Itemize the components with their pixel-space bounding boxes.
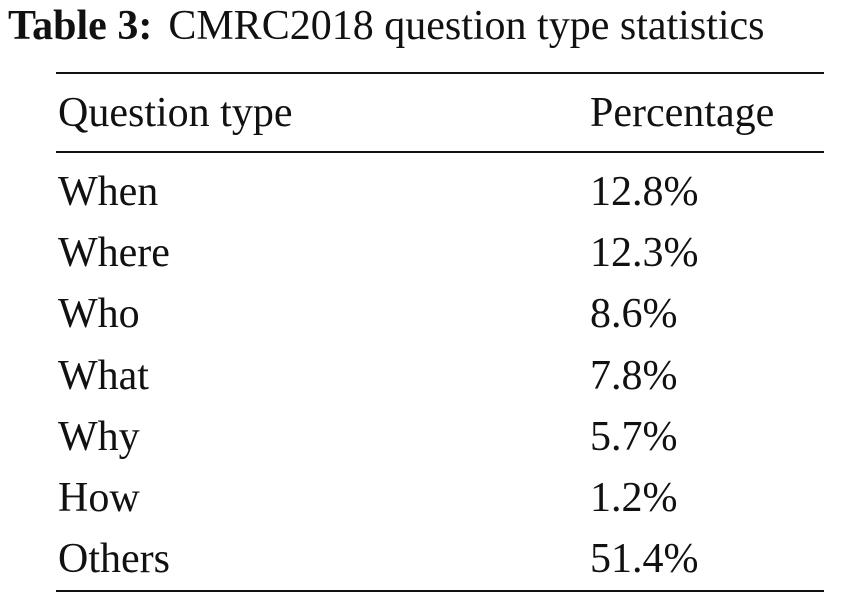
table-row: Why 5.7% [56, 406, 824, 467]
table-caption-text: CMRC2018 question type statistics [168, 3, 765, 49]
question-type-table: Question type Percentage When 12.8% Wher… [56, 72, 824, 592]
cell-percentage: 12.8% [590, 168, 699, 215]
cell-question-type: Others [58, 536, 170, 583]
cell-question-type: Where [58, 229, 170, 276]
header-question-type: Question type [58, 89, 293, 136]
cell-percentage: 51.4% [590, 536, 699, 583]
header-percentage: Percentage [590, 89, 775, 136]
cell-question-type: Why [58, 413, 140, 460]
table-caption: Table 3: CMRC2018 question type statistic… [8, 0, 867, 52]
cell-percentage: 8.6% [590, 291, 678, 338]
cell-percentage: 5.7% [590, 413, 678, 460]
header-row: Question type Percentage [56, 73, 824, 152]
cell-percentage: 12.3% [590, 229, 699, 276]
cell-question-type: Who [58, 291, 140, 338]
table-row: When 12.8% [56, 152, 824, 222]
table-row: Where 12.3% [56, 222, 824, 283]
cell-question-type: What [58, 352, 149, 399]
cell-percentage: 7.8% [590, 352, 678, 399]
cell-question-type: How [58, 475, 140, 522]
table-row: Who 8.6% [56, 284, 824, 345]
table-row: How 1.2% [56, 467, 824, 528]
table-body: When 12.8% Where 12.3% Who 8.6% What 7.8… [56, 152, 824, 592]
data-table: Question type Percentage When 12.8% Wher… [56, 72, 824, 592]
table-caption-label: Table 3: [8, 3, 153, 49]
table-row: What 7.8% [56, 345, 824, 406]
cell-percentage: 1.2% [590, 475, 678, 522]
table-row: Others 51.4% [56, 529, 824, 592]
table-header: Question type Percentage [56, 73, 824, 152]
cell-question-type: When [58, 168, 159, 215]
